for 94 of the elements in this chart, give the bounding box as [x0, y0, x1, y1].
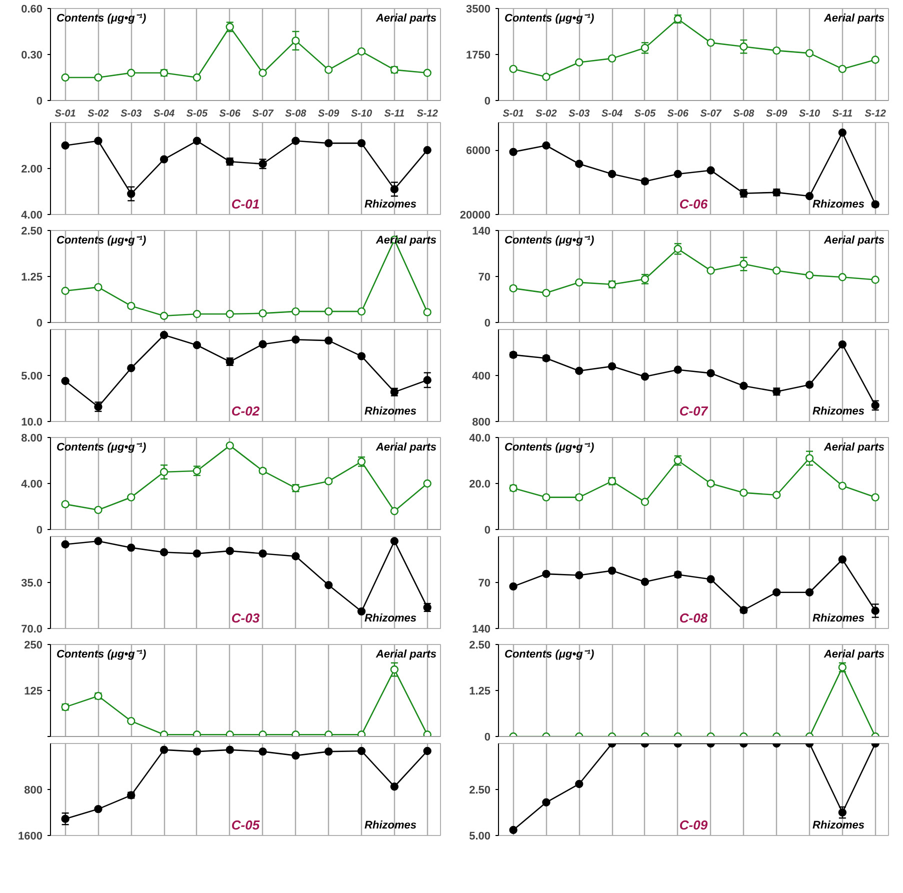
y-tick-label: 10.0	[21, 416, 43, 428]
y-axis-title: Contents (μg•g⁻¹)	[56, 234, 146, 246]
y-tick-label: 5.00	[469, 830, 491, 842]
x-tick-label: S-03	[120, 108, 142, 120]
y-axis-title: Contents (μg•g⁻¹)	[504, 648, 594, 660]
y-axis-title: Contents (μg•g⁻¹)	[56, 442, 146, 454]
y-tick-label: 800	[24, 784, 43, 796]
y-axis-title: Contents (μg•g⁻¹)	[504, 234, 594, 246]
y-tick-label: 20.0	[469, 478, 491, 490]
x-tick-label: S-09	[766, 108, 788, 120]
y-tick-label: 0	[484, 318, 491, 330]
x-tick-label: S-05	[634, 108, 656, 120]
y-tick-label: 40.0	[469, 432, 491, 444]
series-label: Rhizomes	[812, 198, 865, 210]
y-tick-label: 800	[472, 416, 491, 428]
y-tick-label: 1750	[466, 50, 491, 62]
x-tick-label: S-12	[416, 108, 438, 120]
text: C-08	[679, 610, 708, 626]
y-tick-label: 125	[24, 686, 43, 698]
y-axis-title: Contents (μg•g⁻¹)	[56, 12, 146, 24]
y-tick-label: 70.0	[21, 624, 43, 636]
x-tick-label: S-06	[667, 108, 689, 120]
y-tick-label: 35.0	[21, 578, 43, 590]
text: Aerial parts	[822, 12, 885, 24]
x-tick-label: S-04	[153, 108, 176, 120]
text: Rhizomes	[364, 820, 417, 832]
x-tick-label: S-03	[568, 108, 590, 120]
x-tick-label: S-05	[186, 108, 208, 120]
series-label: Aerial parts	[374, 442, 437, 454]
y-tick-label: 2.00	[21, 164, 43, 176]
y-tick-label: 140	[472, 624, 491, 636]
y-tick-label: 2.50	[469, 640, 491, 652]
x-tick-label: S-09	[318, 108, 340, 120]
text: C-03	[231, 610, 260, 626]
x-tick-label: S-06	[219, 108, 241, 120]
y-tick-label: 0	[36, 96, 43, 108]
y-tick-label: 2.50	[21, 226, 43, 238]
y-tick-label: 3500	[466, 4, 491, 16]
y-tick-label: 0	[484, 732, 491, 744]
x-tick-label: S-11	[384, 108, 406, 120]
series-label: Aerial parts	[374, 648, 437, 660]
y-tick-label: 2.50	[469, 784, 491, 796]
text: C-02	[231, 404, 260, 418]
series-label: Rhizomes	[812, 612, 865, 624]
text: C-06	[679, 196, 708, 212]
x-tick-label: S-10	[350, 108, 373, 120]
y-tick-label: 0.30	[21, 50, 43, 62]
series-label: Rhizomes	[812, 406, 865, 418]
series-label: Rhizomes	[364, 198, 417, 210]
series-label: Rhizomes	[364, 406, 417, 418]
x-tick-label: S-12	[864, 108, 886, 120]
y-tick-label: 400	[472, 370, 491, 382]
x-tick-label: S-02	[88, 108, 110, 120]
y-tick-label: 0	[484, 524, 491, 536]
x-tick-label: S-01	[502, 108, 524, 120]
text: C-09	[679, 818, 708, 832]
text: C-05	[231, 818, 260, 832]
series-label: Aerial parts	[822, 442, 885, 454]
y-tick-label: 70	[478, 272, 491, 284]
x-tick-label: S-08	[733, 108, 755, 120]
y-tick-label: 5.00	[21, 370, 43, 382]
y-tick-label: 1.25	[21, 272, 43, 284]
x-tick-label: S-02	[536, 108, 558, 120]
y-tick-label: 1.25	[469, 686, 491, 698]
y-tick-label: 8.00	[21, 432, 43, 444]
x-tick-label: S-08	[285, 108, 307, 120]
y-tick-label: 0	[36, 318, 43, 330]
series-label: Rhizomes	[812, 820, 865, 832]
y-tick-label: 4.00	[21, 478, 43, 490]
y-axis-title: Contents (μg•g⁻¹)	[504, 442, 594, 454]
x-tick-label: S-01	[54, 108, 76, 120]
y-axis-title: Contents (μg•g⁻¹)	[504, 12, 594, 24]
x-tick-label: S-07	[252, 108, 274, 120]
series-label: Aerial parts	[822, 648, 885, 660]
y-tick-label: 70	[478, 578, 491, 590]
x-tick-label: S-10	[798, 108, 821, 120]
y-axis-title: Contents (μg•g⁻¹)	[56, 648, 146, 660]
y-tick-label: 20000	[460, 210, 491, 222]
text: C-01	[231, 196, 260, 212]
y-tick-label: 0	[484, 96, 491, 108]
x-tick-label: S-04	[601, 108, 624, 120]
text: C-07	[679, 404, 708, 418]
y-tick-label: 4.00	[21, 210, 43, 222]
y-tick-label: 140	[472, 226, 491, 238]
series-label: Rhizomes	[364, 612, 417, 624]
y-tick-label: 250	[24, 640, 43, 652]
y-tick-label: 6000	[466, 145, 491, 158]
y-tick-label: 1600	[18, 830, 43, 842]
text: Aerial parts	[822, 234, 885, 246]
x-tick-label: S-07	[700, 108, 722, 120]
text: Aerial parts	[374, 12, 437, 24]
y-tick-label: 0	[36, 524, 43, 536]
x-tick-label: S-11	[832, 108, 854, 120]
y-tick-label: 0.60	[21, 4, 43, 16]
